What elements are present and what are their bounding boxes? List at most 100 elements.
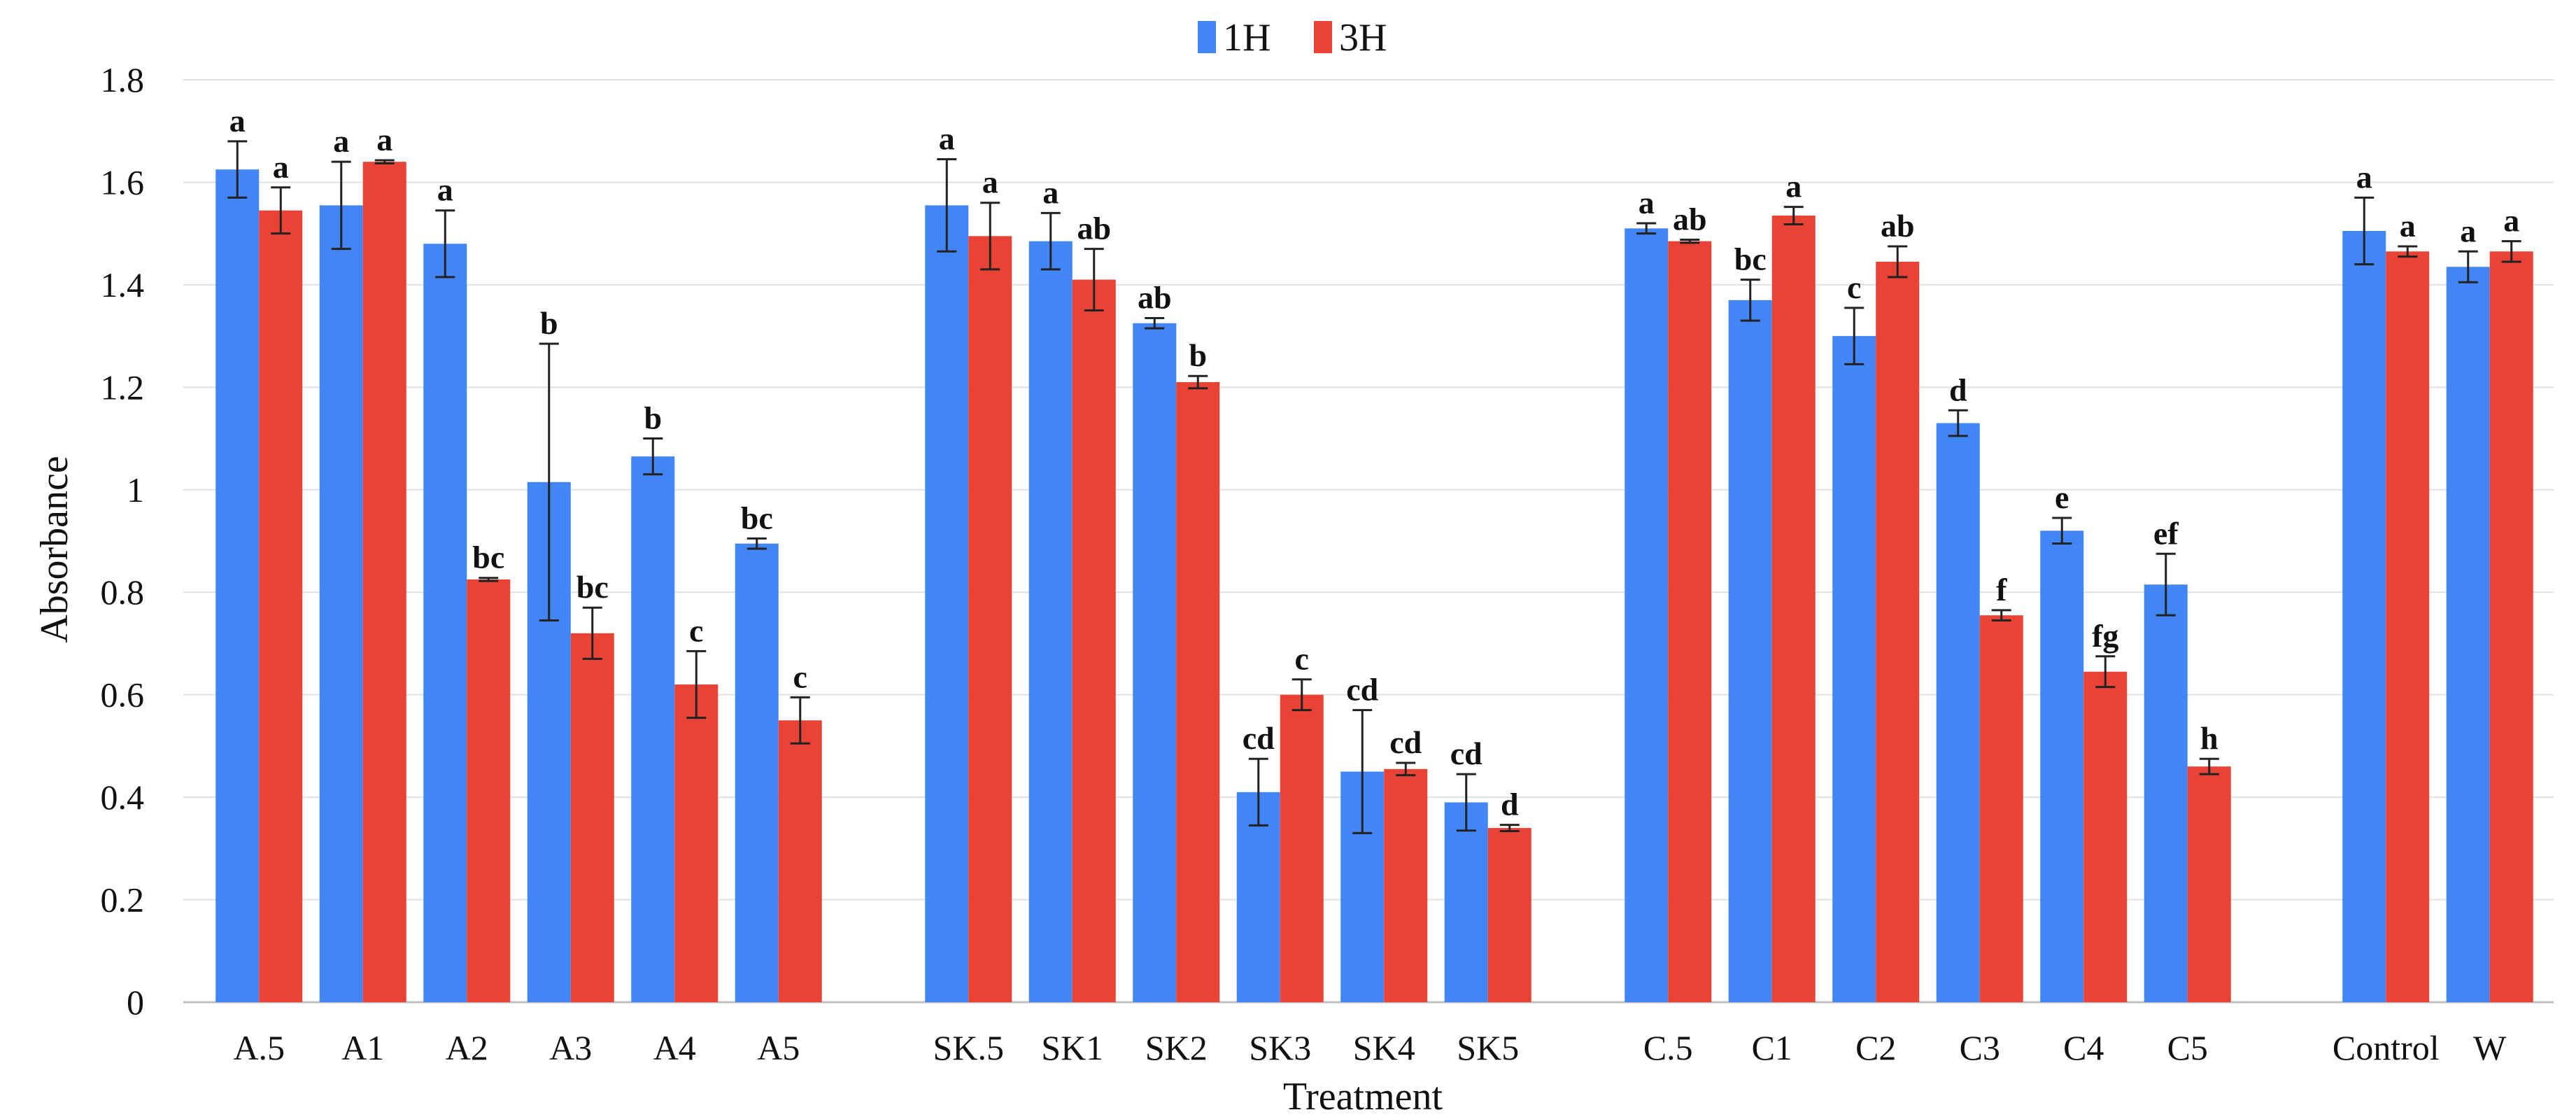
significance-label: a — [1785, 169, 1802, 204]
bar-1h-sk2 — [1133, 323, 1177, 1002]
significance-label: bc — [472, 540, 504, 575]
x-tick-label: A5 — [757, 1028, 800, 1067]
bar-3h-a5 — [778, 720, 822, 1002]
significance-label: a — [1639, 185, 1655, 220]
bar-1h-a2 — [423, 244, 467, 1003]
significance-label: cd — [1450, 736, 1482, 771]
significance-label: cd — [1243, 720, 1275, 756]
significance-label: ab — [1881, 208, 1915, 244]
x-tick-label: C1 — [1752, 1028, 1792, 1067]
bar-1h-c4 — [2040, 531, 2084, 1002]
significance-label: c — [1847, 269, 1861, 305]
bar-1h-cp5 — [1625, 228, 1669, 1002]
y-tick-label: 1.4 — [101, 265, 145, 304]
significance-label: ab — [1077, 211, 1111, 246]
y-tick-label: 1.2 — [101, 367, 145, 407]
significance-label: cd — [1389, 724, 1422, 760]
bar-3h-sk4 — [1384, 768, 1428, 1002]
bar-1h-c5 — [2144, 584, 2188, 1002]
bar-3h-ap5 — [259, 210, 303, 1002]
significance-label: bc — [1734, 241, 1767, 277]
significance-label: a — [229, 103, 246, 139]
significance-label: a — [2400, 208, 2416, 244]
significance-label: d — [1949, 372, 1967, 407]
y-tick-label: 0 — [127, 983, 144, 1022]
x-tick-label: A2 — [446, 1028, 488, 1067]
bar-1h-sk1 — [1028, 241, 1073, 1002]
bar-3h-c3 — [1979, 615, 2023, 1002]
x-axis-title: Treatment — [1283, 1075, 1443, 1114]
legend-label-1h: 1H — [1223, 16, 1271, 59]
bar-3h-a1 — [362, 162, 406, 1003]
bar-1h-ap5 — [215, 169, 260, 1002]
bar-3h-c2 — [1876, 261, 1920, 1002]
bar-1h-w — [2446, 267, 2490, 1002]
significance-label: d — [1501, 787, 1519, 822]
bar-3h-a4 — [674, 684, 719, 1002]
significance-label: ef — [2153, 515, 2179, 551]
legend: 1H 3H — [1198, 16, 1387, 59]
legend-swatch-3h — [1314, 21, 1332, 53]
significance-label: a — [437, 172, 453, 208]
bar-3h-sk5 — [1487, 828, 1531, 1002]
significance-label: cd — [1346, 672, 1378, 708]
x-tick-label: W — [2473, 1028, 2507, 1067]
significance-label: f — [1996, 572, 2007, 607]
bar-3h-sk3 — [1280, 694, 1324, 1002]
x-tick-label: C.5 — [1643, 1028, 1693, 1067]
significance-label: b — [540, 305, 558, 341]
bar-3h-w — [2489, 251, 2533, 1002]
bar-1h-c3 — [1936, 423, 1980, 1002]
significance-label: a — [982, 164, 998, 200]
x-tick-label: C3 — [1960, 1028, 2000, 1067]
bar-3h-control — [2386, 251, 2430, 1002]
legend-label-3h: 3H — [1339, 16, 1387, 59]
significance-label: a — [2356, 159, 2372, 195]
significance-label: a — [333, 123, 349, 159]
bar-1h-skp5 — [925, 205, 969, 1003]
x-tick-label: SK3 — [1249, 1028, 1311, 1067]
x-tick-label: A.5 — [233, 1028, 285, 1067]
bar-3h-a2 — [467, 579, 511, 1002]
bar-1h-control — [2342, 231, 2386, 1002]
y-tick-label: 0.8 — [101, 572, 145, 612]
bar-3h-sk2 — [1176, 382, 1220, 1002]
y-tick-label: 0.6 — [101, 675, 145, 715]
x-tick-label: C4 — [2063, 1028, 2104, 1067]
x-tick-label: SK5 — [1457, 1028, 1519, 1067]
x-tick-label: A3 — [549, 1028, 592, 1067]
bar-1h-sk5 — [1444, 802, 1488, 1002]
bar-1h-sk3 — [1236, 792, 1280, 1002]
x-tick-label: C5 — [2167, 1028, 2208, 1067]
bar-1h-a5 — [735, 543, 779, 1002]
y-tick-label: 1.8 — [101, 60, 145, 99]
significance-label: a — [939, 120, 955, 156]
x-tick-label: A4 — [653, 1028, 696, 1067]
significance-label: a — [1042, 174, 1059, 210]
bars — [215, 162, 2533, 1003]
bar-1h-c1 — [1728, 300, 1772, 1002]
bar-3h-sk1 — [1072, 279, 1116, 1003]
bar-1h-a4 — [631, 456, 675, 1002]
bar-1h-c2 — [1832, 336, 1876, 1003]
x-tick-label: C2 — [1855, 1028, 1896, 1067]
bar-3h-cp5 — [1668, 241, 1712, 1002]
bar-3h-c1 — [1771, 216, 1816, 1003]
x-tick-label: SK4 — [1353, 1028, 1415, 1067]
significance-label: c — [689, 612, 703, 648]
x-tick-label: A1 — [341, 1028, 384, 1067]
error-bars — [227, 140, 2521, 834]
significance-label: c — [1295, 641, 1309, 677]
significance-label: bc — [741, 500, 773, 535]
y-tick-label: 1.6 — [101, 162, 145, 202]
significance-label: e — [2055, 479, 2069, 515]
x-tick-label: SK2 — [1145, 1028, 1208, 1067]
significance-label: ab — [1138, 279, 1172, 315]
significance-label: h — [2200, 720, 2218, 756]
significance-label: a — [273, 149, 289, 185]
significance-labels: aaabbbcaaabcdcdcdabccdeefaaaabcbcccaabbc… — [229, 103, 2520, 822]
y-tick-label: 0.2 — [101, 880, 145, 920]
significance-label: bc — [576, 569, 609, 605]
